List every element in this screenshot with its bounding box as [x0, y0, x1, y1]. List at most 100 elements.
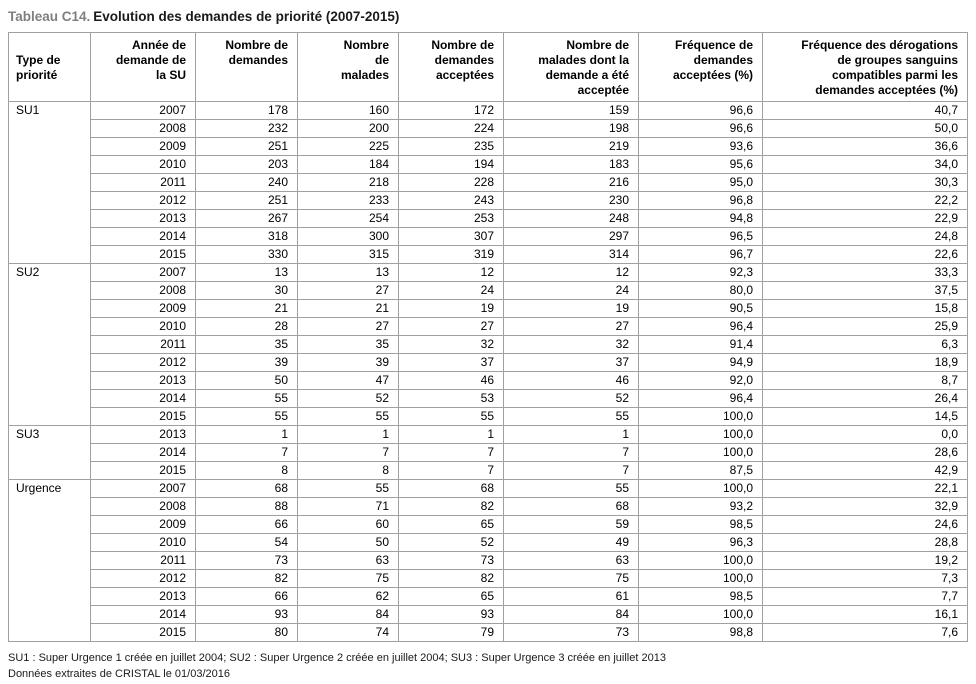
data-cell: 1 — [398, 425, 504, 444]
data-cell: 159 — [503, 101, 639, 120]
data-cell: 19 — [398, 299, 504, 318]
data-cell: 32,9 — [762, 497, 968, 516]
table-row: 2013 50 47 46 46 92,0 8,7 — [9, 371, 968, 390]
data-cell: 194 — [398, 155, 504, 174]
data-cell: 225 — [297, 137, 399, 156]
column-header: Fréquence des dérogations de groupes san… — [762, 32, 968, 102]
column-header: Année de demande de la SU — [90, 32, 196, 102]
table-title: Tableau C14. Evolution des demandes de pr… — [8, 9, 968, 24]
data-cell: 75 — [297, 569, 399, 588]
data-cell: 2013 — [90, 587, 196, 606]
table-row: 2012 251 233 243 230 96,8 22,2 — [9, 191, 968, 210]
data-cell: 19 — [503, 299, 639, 318]
data-cell: 73 — [398, 551, 504, 570]
table-row: 2010 28 27 27 27 96,4 25,9 — [9, 317, 968, 336]
data-cell: 93,2 — [638, 497, 763, 516]
data-cell: 0,0 — [762, 425, 968, 444]
priority-type-cell: SU3 — [8, 425, 91, 480]
data-cell: 40,7 — [762, 101, 968, 120]
data-cell: 22,6 — [762, 245, 968, 264]
data-cell: 2013 — [90, 209, 196, 228]
table-row: Urgence 2007 68 55 68 55 100,0 22,1 — [8, 479, 968, 642]
data-cell: 19,2 — [762, 551, 968, 570]
data-cell: 92,3 — [638, 263, 763, 282]
data-cell: 2007 — [90, 479, 196, 498]
table-row: 2009 21 21 19 19 90,5 15,8 — [9, 299, 968, 318]
data-cell: 27 — [297, 317, 399, 336]
data-cell: 50,0 — [762, 119, 968, 138]
data-cell: 1 — [503, 425, 639, 444]
data-cell: 82 — [398, 569, 504, 588]
table-row: 2011 73 63 73 63 100,0 19,2 — [9, 551, 968, 570]
data-cell: 35 — [297, 335, 399, 354]
table-row: 2013 267 254 253 248 94,8 22,9 — [9, 209, 968, 228]
table-row: SU3 2013 1 1 1 1 100,0 0,0 — [8, 425, 968, 480]
table-row: 2009 251 225 235 219 93,6 36,6 — [9, 137, 968, 156]
data-cell: 183 — [503, 155, 639, 174]
data-cell: 2009 — [90, 137, 196, 156]
data-cell: 2015 — [90, 623, 196, 642]
data-cell: 42,9 — [762, 461, 968, 480]
table-row: 2008 88 71 82 68 93,2 32,9 — [9, 497, 968, 516]
data-cell: 100,0 — [638, 443, 763, 462]
table-row: 2014 93 84 93 84 100,0 16,1 — [9, 605, 968, 624]
data-cell: 73 — [195, 551, 298, 570]
data-cell: 184 — [297, 155, 399, 174]
data-cell: 8,7 — [762, 371, 968, 390]
data-cell: 66 — [195, 515, 298, 534]
column-header: Nombre de demandes — [195, 32, 298, 102]
data-cell: 62 — [297, 587, 399, 606]
table-row: 2014 7 7 7 7 100,0 28,6 — [9, 443, 968, 462]
table-header: Type de priorité Année de demande de la S… — [8, 32, 968, 102]
data-cell: 28,8 — [762, 533, 968, 552]
data-cell: 13 — [297, 263, 399, 282]
data-cell: 53 — [398, 389, 504, 408]
data-cell: 2011 — [90, 551, 196, 570]
data-cell: 200 — [297, 119, 399, 138]
table-row: 2015 55 55 55 55 100,0 14,5 — [9, 407, 968, 426]
data-cell: 98,5 — [638, 587, 763, 606]
data-cell: 297 — [503, 227, 639, 246]
data-cell: 7 — [195, 443, 298, 462]
table-row: 2008 232 200 224 198 96,6 50,0 — [9, 119, 968, 138]
table-row: 2009 66 60 65 59 98,5 24,6 — [9, 515, 968, 534]
data-cell: 13 — [195, 263, 298, 282]
data-cell: 24 — [503, 281, 639, 300]
data-cell: 35 — [195, 335, 298, 354]
data-cell: 98,8 — [638, 623, 763, 642]
data-cell: 2013 — [90, 425, 196, 444]
column-header: Nombre de malades dont la demande a été … — [503, 32, 639, 102]
priority-type-cell: SU2 — [8, 263, 91, 426]
table-row: SU1 2007 178 160 172 159 96,6 40,7 — [8, 101, 968, 264]
data-cell: 2015 — [90, 245, 196, 264]
data-cell: 2014 — [90, 389, 196, 408]
data-cell: 2013 — [90, 371, 196, 390]
data-cell: 36,6 — [762, 137, 968, 156]
table-row: 2015 8 8 7 7 87,5 42,9 — [9, 461, 968, 480]
data-cell: 50 — [297, 533, 399, 552]
data-cell: 27 — [297, 281, 399, 300]
data-cell: 100,0 — [638, 479, 763, 498]
data-cell: 65 — [398, 515, 504, 534]
data-cell: 32 — [503, 335, 639, 354]
data-cell: 12 — [398, 263, 504, 282]
data-cell: 30 — [195, 281, 298, 300]
data-cell: 21 — [297, 299, 399, 318]
data-cell: 46 — [398, 371, 504, 390]
data-cell: 98,5 — [638, 515, 763, 534]
data-cell: 96,4 — [638, 389, 763, 408]
data-cell: 2007 — [90, 101, 196, 120]
data-cell: 59 — [503, 515, 639, 534]
column-header: Type de priorité — [8, 32, 91, 102]
data-cell: 267 — [195, 209, 298, 228]
data-cell: 330 — [195, 245, 298, 264]
data-cell: 2010 — [90, 533, 196, 552]
data-cell: 2012 — [90, 191, 196, 210]
table-row: 2011 240 218 228 216 95,0 30,3 — [9, 173, 968, 192]
table-row: 2015 80 74 79 73 98,8 7,6 — [9, 623, 968, 642]
data-cell: 52 — [503, 389, 639, 408]
table-title-label: Tableau C14. — [8, 9, 91, 24]
data-cell: 2012 — [90, 569, 196, 588]
data-cell: 96,3 — [638, 533, 763, 552]
data-cell: 27 — [398, 317, 504, 336]
